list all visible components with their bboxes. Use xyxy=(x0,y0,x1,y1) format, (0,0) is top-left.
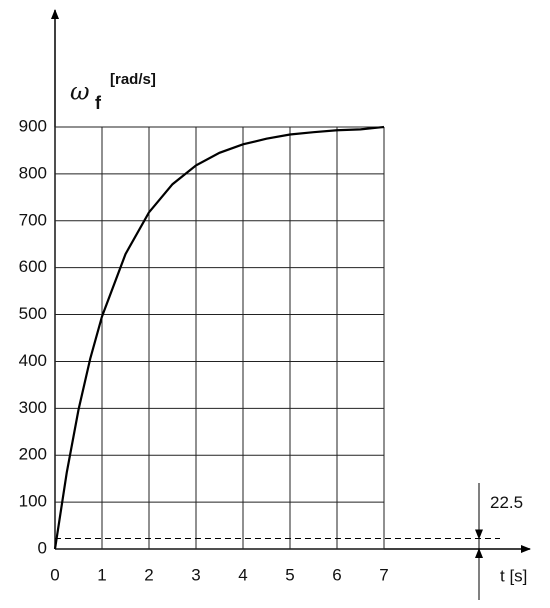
x-tick-label: 2 xyxy=(144,565,153,584)
y-label-subscript: f xyxy=(95,93,102,113)
x-tick-label: 3 xyxy=(191,565,200,584)
y-tick-label: 800 xyxy=(19,163,47,182)
x-tick-label: 5 xyxy=(285,565,294,584)
y-tick-label: 700 xyxy=(19,210,47,229)
y-tick-label: 0 xyxy=(38,538,47,557)
y-tick-label: 300 xyxy=(19,398,47,417)
x-tick-label: 0 xyxy=(50,565,59,584)
x-label: t [s] xyxy=(500,566,527,585)
y-tick-label: 200 xyxy=(19,445,47,464)
y-tick-label: 900 xyxy=(19,116,47,135)
x-tick-label: 4 xyxy=(238,565,247,584)
y-label-unit: [rad/s] xyxy=(110,71,156,88)
y-tick-label: 400 xyxy=(19,351,47,370)
y-tick-label: 600 xyxy=(19,257,47,276)
line xyxy=(53,125,385,550)
x-tick-label: 7 xyxy=(379,565,388,584)
x-tick-label: 6 xyxy=(332,565,341,584)
y-label-symbol: ω xyxy=(70,78,90,106)
y-tick-label: 100 xyxy=(19,492,47,511)
x-tick-label: 1 xyxy=(97,565,106,584)
threshold-label: 22.5 xyxy=(490,493,523,512)
y-tick-label: 500 xyxy=(19,304,47,323)
